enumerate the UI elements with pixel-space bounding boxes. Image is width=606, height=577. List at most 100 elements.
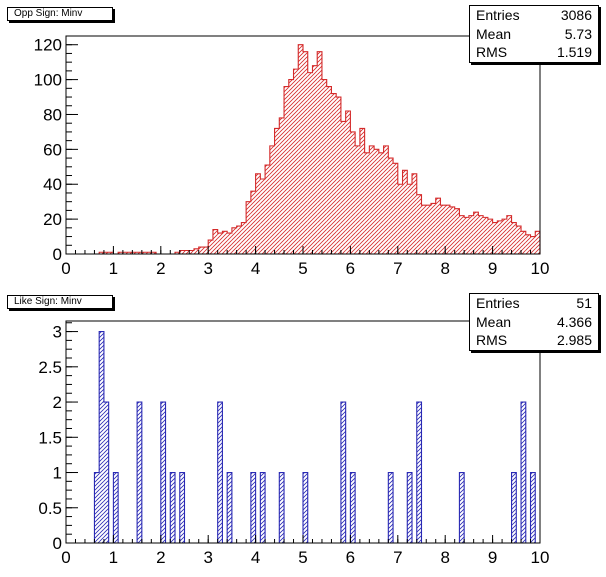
stats-box: Entries 51 Mean 4.366 RMS 2.985 [469, 293, 599, 351]
histogram-bin [340, 121, 346, 255]
histogram-bin [175, 252, 180, 254]
histogram-bin [193, 248, 199, 254]
y-tick-label: 0 [53, 534, 62, 553]
histogram-bin [303, 51, 308, 254]
histogram-bin [516, 226, 522, 254]
histogram-bin [492, 222, 498, 254]
histogram-bin [203, 247, 209, 254]
stats-mean-label: Mean [476, 25, 512, 42]
histogram-bin [227, 472, 232, 543]
histogram-bin [212, 229, 218, 254]
histogram-bin [179, 250, 185, 254]
histogram-bin [521, 402, 526, 543]
histogram-bin [511, 472, 517, 543]
histogram-bin [388, 472, 394, 543]
histogram-title-box: Opp Sign: Minv [7, 7, 113, 21]
x-tick-label: 8 [440, 548, 449, 567]
y-tick-label: 40 [43, 175, 62, 194]
histogram-bin [497, 220, 503, 254]
stats-entries-value: 3086 [560, 7, 592, 23]
upper-pad: 0 1 2 3 4 5 6 7 8 9 10 0 20 40 60 80 100 120 Opp Sign: Mi… [0, 0, 606, 288]
histogram-bin [430, 203, 436, 254]
histogram-bin [288, 79, 294, 254]
histogram-bin [454, 208, 460, 254]
histogram-bin [416, 194, 422, 254]
histogram-bin [151, 252, 157, 254]
x-tick-label: 7 [393, 548, 402, 567]
histogram-bin [378, 152, 384, 254]
histogram-bin [445, 205, 450, 254]
histogram-bin [94, 472, 100, 543]
histogram-bin [184, 250, 190, 254]
histogram-bin [530, 472, 536, 543]
histogram-bin [506, 215, 512, 254]
histogram-bin [303, 472, 308, 543]
stats-rms-value: 2.985 [556, 332, 592, 348]
x-tick-label: 8 [440, 259, 449, 278]
y-tick-label: 0.5 [38, 499, 62, 518]
stats-row-entries: Entries 51 [470, 294, 598, 313]
stats-mean-label: Mean [476, 313, 512, 330]
stats-box: Entries 3086 Mean 5.73 RMS 1.519 [469, 5, 599, 63]
histogram-bin [421, 205, 427, 254]
histogram-bin [317, 51, 322, 254]
histogram-bin [374, 149, 379, 254]
histogram-bin [521, 231, 526, 254]
histogram-bin [331, 93, 337, 254]
histogram-bin [525, 234, 531, 254]
x-tick-label: 3 [203, 259, 212, 278]
like-sign-histogram: 0 1 2 3 4 5 6 7 8 9 10 0 0.5 1 1.5 2 2.5 3 [38, 320, 550, 567]
histogram-bin [416, 402, 422, 543]
x-tick-label: 4 [251, 259, 260, 278]
histogram-bin [340, 402, 346, 543]
y-tick-label: 100 [34, 71, 62, 90]
x-tick-label: 10 [531, 548, 550, 567]
histogram-bin [265, 165, 270, 254]
histogram-bin [246, 201, 251, 254]
histogram-bin [217, 402, 223, 543]
y-tick-label: 120 [34, 36, 62, 55]
x-tick-label: 2 [156, 548, 165, 567]
histogram-bin [189, 250, 194, 254]
histogram-bin [99, 331, 104, 543]
lower-pad: 0 1 2 3 4 5 6 7 8 9 10 0 0.5 1 1.5 2 2.5 3 Like Sign: Min… [0, 289, 606, 577]
histogram-bin [426, 205, 431, 254]
stats-entries-label: Entries [476, 295, 520, 311]
histogram-bin [103, 252, 109, 254]
histogram-bin [279, 472, 285, 543]
histogram-bin [407, 472, 413, 543]
histogram-bin [449, 206, 455, 254]
stats-entries-value: 51 [576, 295, 592, 311]
histogram-bin [113, 472, 119, 543]
histogram-title: Like Sign: Minv [14, 296, 82, 307]
histogram-bin [502, 219, 507, 254]
x-tick-label: 3 [203, 548, 212, 567]
histogram-title: Opp Sign: Minv [14, 8, 83, 19]
histogram-bin [255, 173, 261, 254]
y-tick-label: 2.5 [38, 358, 62, 377]
histogram-bin [103, 402, 109, 543]
histogram-bin [260, 472, 266, 543]
histogram-bin [217, 233, 223, 254]
histogram-bin [388, 158, 394, 254]
histogram-title-box: Like Sign: Minv [7, 295, 113, 309]
stats-mean-value: 4.366 [556, 313, 592, 330]
stats-rms-value: 1.519 [556, 44, 592, 60]
x-tick-label: 0 [61, 548, 70, 567]
histogram-bin [298, 44, 303, 254]
histogram-bin [402, 170, 408, 254]
stats-entries-label: Entries [476, 7, 520, 23]
histogram-bin [355, 145, 360, 254]
stats-rms-label: RMS [476, 44, 508, 60]
x-tick-label: 1 [109, 548, 118, 567]
x-tick-label: 2 [156, 259, 165, 278]
histogram-bin [393, 163, 398, 254]
histogram-bin [241, 222, 247, 254]
histogram-bin [336, 97, 341, 254]
y-tick-label: 1.5 [38, 428, 62, 447]
histogram-bin [326, 86, 332, 255]
stats-mean-value: 5.73 [564, 25, 592, 42]
x-tick-label: 7 [393, 259, 402, 278]
histogram-bin [269, 145, 275, 254]
